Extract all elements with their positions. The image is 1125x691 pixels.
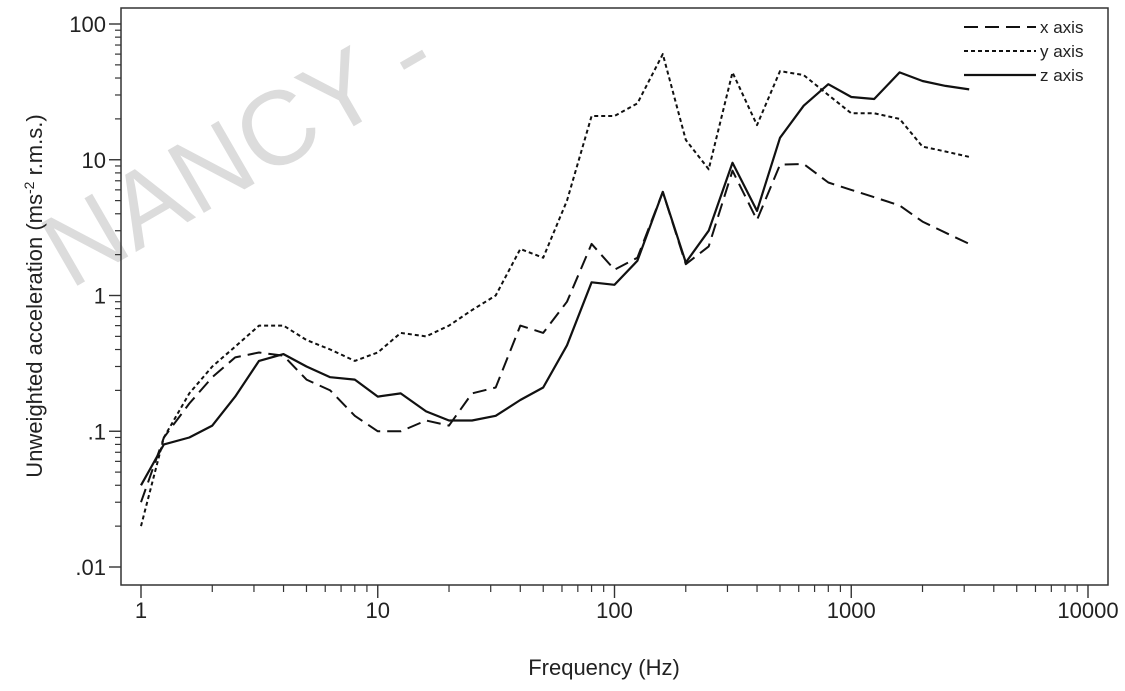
x-tick-label: 10000 [1057,598,1118,623]
legend-label-x-axis: x axis [1040,18,1083,37]
series-line-y-axis [140,53,970,527]
y-tick-label: .01 [75,555,106,580]
x-tick-label: 10 [366,598,390,623]
y-axis-title-superscript: -2 [21,181,37,194]
y-tick-label: 1 [94,284,106,309]
series-lines [140,53,970,527]
series-line-x-axis [140,163,970,503]
x-tick-label: 1 [135,598,147,623]
legend-label-z-axis: z axis [1040,66,1083,85]
y-axis-title-main: Unweighted acceleration (ms [22,194,47,478]
series-line-z-axis [140,71,970,486]
axis-ticks: 1 10 100 1000 10000 .01 .1 1 10 100 [69,12,1118,623]
y-axis-title: Unweighted acceleration (ms-2 r.m.s.) [21,114,47,477]
y-tick-label: .1 [88,419,106,444]
legend-label-y-axis: y axis [1040,42,1083,61]
y-tick-label: 100 [69,12,106,37]
x-tick-label: 1000 [827,598,876,623]
y-axis-title-tail: r.m.s.) [22,114,47,181]
x-tick-label: 100 [596,598,633,623]
x-axis-title: Frequency (Hz) [528,655,680,680]
y-tick-label: 10 [82,148,106,173]
legend: x axis y axis z axis [964,18,1083,85]
